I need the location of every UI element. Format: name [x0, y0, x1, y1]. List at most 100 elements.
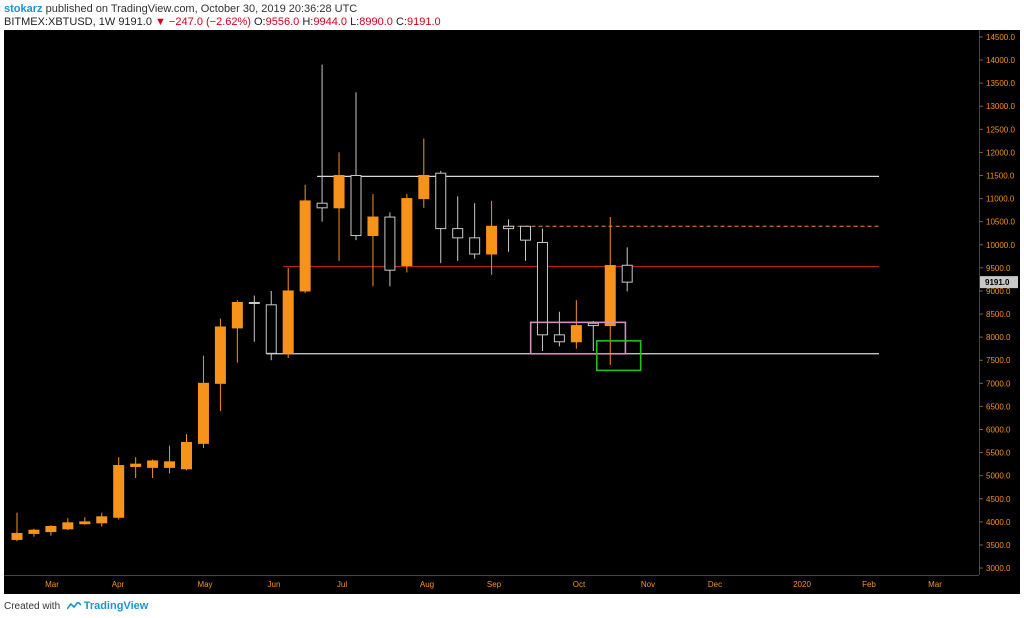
footer: Created with TradingView [4, 600, 148, 612]
candle-body [469, 237, 481, 255]
consolidation-box [529, 321, 627, 355]
candle-body [587, 322, 599, 327]
candle-body [333, 174, 345, 209]
candle-body [486, 225, 498, 255]
candle-body [367, 216, 379, 237]
y-tick-label: 4500.0 [986, 495, 1011, 504]
candle-body [452, 228, 464, 239]
candle-body [299, 200, 311, 292]
y-tick-label: 13500.0 [986, 79, 1015, 88]
price-change: −247.0 (−2.62%) [168, 16, 251, 28]
candle-body [28, 529, 40, 534]
low-label: L: [350, 16, 360, 28]
candle-body [164, 461, 176, 468]
candle-body [45, 526, 57, 533]
author-name[interactable]: stokarz [4, 3, 43, 15]
y-tick-label: 12500.0 [986, 125, 1015, 134]
candle-body [147, 460, 159, 468]
candle-body [113, 465, 125, 518]
x-tick-label: Jun [268, 580, 281, 589]
candle-body [181, 441, 192, 470]
y-tick-label: 3500.0 [986, 541, 1011, 550]
candle-body [350, 174, 362, 237]
publish-info: stokarz published on TradingView.com, Oc… [4, 3, 357, 15]
y-tick-label: 14500.0 [986, 33, 1015, 42]
ohlc-legend: BITMEX:XBTUSD, 1W 9191.0 ▼ −247.0 (−2.62… [4, 16, 441, 28]
y-tick-label: 10000.0 [986, 241, 1015, 250]
y-tick-label: 11500.0 [986, 171, 1015, 180]
candle-body [282, 290, 294, 354]
y-tick-label: 8500.0 [986, 310, 1011, 319]
y-tick-label: 10500.0 [986, 218, 1015, 227]
x-tick-label: Aug [420, 580, 434, 589]
candle-body [384, 216, 396, 271]
close-label: C: [395, 16, 407, 28]
chart-header: stokarz published on TradingView.com, Oc… [0, 0, 1024, 30]
y-tick-label: 5500.0 [986, 449, 1011, 458]
x-tick-label: Jul [337, 580, 347, 589]
y-tick-label: 7500.0 [986, 356, 1011, 365]
candle-body [265, 304, 277, 354]
chart-background [4, 30, 1020, 594]
x-tick-label: 2020 [793, 580, 811, 589]
candle-body [536, 241, 548, 336]
x-tick-label: May [197, 580, 212, 589]
candle-body [248, 302, 260, 304]
x-tick-label: Feb [862, 580, 876, 589]
x-tick-label: Oct [573, 580, 586, 589]
last-price: 9191.0 [118, 16, 152, 28]
candle-body [214, 326, 226, 384]
x-tick-label: Mar [928, 580, 942, 589]
high-value: 9944.0 [313, 16, 347, 28]
x-tick-label: Nov [641, 580, 655, 589]
y-tick-label: 12000.0 [986, 148, 1015, 157]
x-tick-label: Apr [112, 580, 125, 589]
y-tick-label: 9500.0 [986, 264, 1011, 273]
last-price-tag [980, 276, 1018, 289]
y-tick-label: 6500.0 [986, 402, 1011, 411]
candle-body [197, 382, 209, 444]
y-tick-label: 13000.0 [986, 102, 1015, 111]
published-text: published on TradingView.com, October 30… [45, 3, 358, 15]
candle-body [435, 172, 447, 230]
candle-body [96, 516, 108, 524]
y-tick-label: 5000.0 [986, 472, 1011, 481]
high-label: H: [302, 16, 314, 28]
candle-body [520, 225, 531, 241]
candle-body [79, 521, 91, 525]
symbol-label[interactable]: BITMEX:XBTUSD, 1W [4, 16, 116, 28]
y-tick-label: 11000.0 [986, 195, 1015, 204]
candle-body [62, 522, 74, 530]
candle-body [553, 334, 565, 343]
x-tick-label: Mar [45, 580, 59, 589]
low-value: 8990.0 [359, 16, 393, 28]
y-tick-label: 7000.0 [986, 379, 1011, 388]
close-value: 9191.0 [406, 16, 441, 28]
tradingview-logo-icon [66, 602, 81, 610]
candle-body [316, 202, 328, 209]
y-tick-label: 4000.0 [986, 518, 1011, 527]
candle-body [503, 225, 515, 230]
candle-body [130, 463, 142, 467]
x-tick-label: Sep [487, 580, 502, 589]
candle-body [621, 264, 633, 283]
y-tick-label: 6000.0 [986, 426, 1011, 435]
open-label: O: [254, 16, 266, 28]
candle-body [604, 265, 616, 327]
y-tick-label: 14000.0 [986, 56, 1015, 65]
tradingview-brand[interactable]: TradingView [83, 600, 149, 612]
change-arrow-icon: ▼ [155, 16, 166, 28]
candle-body [231, 302, 243, 329]
x-tick-label: Dec [708, 580, 722, 589]
chart-area[interactable]: 14500.0 14000.0 13500.0 13000.0 12500.0 12000… [4, 30, 1020, 594]
open-value: 9556.0 [265, 16, 300, 28]
candlestick-chart[interactable]: 14500.0 14000.0 13500.0 13000.0 12500.0 12000… [4, 30, 1020, 594]
candle-body [11, 532, 23, 540]
target-box [595, 340, 642, 372]
last-price-tag-text: 9191.0 [985, 278, 1010, 287]
candle-body [570, 325, 582, 343]
candle-body [418, 174, 430, 200]
y-tick-label: 9000.0 [986, 287, 1011, 296]
candle-body [401, 198, 413, 267]
y-tick-label: 8000.0 [986, 333, 1011, 342]
